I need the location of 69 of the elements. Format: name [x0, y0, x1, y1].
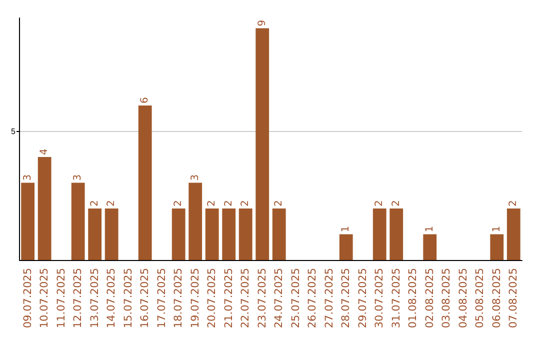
- x-tick-label: 25.07.2025: [290, 268, 302, 328]
- x-tick-label: 03.08.2025: [440, 268, 453, 328]
- bar: [490, 234, 504, 260]
- bar: [506, 208, 520, 260]
- x-tick-label: 02.08.2025: [424, 268, 436, 328]
- bar: [172, 208, 186, 260]
- x-tick-label: 14.07.2025: [106, 268, 118, 328]
- x-tick-label: 04.08.2025: [457, 268, 470, 328]
- data-label: 2: [274, 200, 285, 207]
- data-label: 6: [140, 97, 151, 104]
- data-label: 2: [390, 200, 402, 207]
- data-label: 3: [190, 174, 201, 181]
- x-tick-label: 20.07.2025: [206, 268, 218, 328]
- bar: [339, 234, 353, 260]
- bar: [256, 28, 270, 260]
- x-tick-label: 07.08.2025: [508, 268, 520, 328]
- x-tick-label: 01.08.2025: [407, 268, 420, 328]
- x-tick-label: 30.07.2025: [374, 268, 386, 328]
- bar: [372, 208, 386, 260]
- data-label: 2: [223, 200, 234, 207]
- data-label: 2: [374, 200, 386, 207]
- x-tick-label: 19.07.2025: [189, 268, 202, 328]
- x-tick-label: 12.07.2025: [72, 268, 84, 328]
- x-tick-label: 29.07.2025: [356, 268, 369, 328]
- data-label: 2: [89, 200, 100, 207]
- bar: [390, 208, 404, 260]
- bar: [205, 208, 219, 260]
- bar: [104, 208, 118, 260]
- bar: [21, 182, 35, 260]
- x-tick-label: 21.07.2025: [222, 268, 235, 328]
- x-tick-label: 31.07.2025: [390, 268, 402, 328]
- x-tick-label: 18.07.2025: [172, 268, 185, 328]
- bar: [423, 234, 437, 260]
- x-tick-label: 17.07.2025: [156, 268, 168, 328]
- x-tick-label: 06.08.2025: [490, 268, 503, 328]
- x-tick-label: 23.07.2025: [256, 268, 268, 328]
- bar: [222, 208, 236, 260]
- bar: [38, 157, 52, 260]
- bar: [88, 208, 102, 260]
- data-label: 9: [256, 20, 268, 26]
- bar: [272, 208, 286, 260]
- data-label: 4: [39, 148, 50, 156]
- data-label: 2: [173, 200, 184, 207]
- bar: [238, 208, 252, 260]
- x-tick-label: 05.08.2025: [474, 268, 486, 328]
- y-tick-label: 5: [10, 126, 16, 136]
- x-tick-label: 22.07.2025: [240, 268, 252, 328]
- x-tick-label: 26.07.2025: [306, 268, 319, 328]
- data-label: 1: [340, 226, 352, 232]
- x-tick-label: 28.07.2025: [340, 268, 352, 328]
- data-label: 3: [72, 174, 84, 181]
- x-tick-label: 09.07.2025: [22, 268, 34, 328]
- data-label: 2: [240, 200, 252, 207]
- data-label: 1: [491, 226, 502, 232]
- x-tick-label: 13.07.2025: [88, 268, 101, 328]
- x-tick-label: 15.07.2025: [122, 268, 134, 328]
- x-tick-label: 24.07.2025: [273, 268, 286, 328]
- data-label: 2: [206, 200, 218, 207]
- x-tick-label: 27.07.2025: [323, 268, 336, 328]
- x-tick-label: 10.07.2025: [38, 268, 51, 328]
- bar: [71, 182, 85, 260]
- data-label: 2: [508, 200, 520, 207]
- bar: [188, 182, 202, 260]
- data-label: 3: [22, 174, 34, 181]
- x-tick-label: 11.07.2025: [55, 268, 68, 328]
- data-label: 1: [424, 226, 436, 232]
- bar: [138, 106, 152, 260]
- x-tick-label: 16.07.2025: [139, 268, 152, 328]
- data-label: 2: [106, 200, 118, 207]
